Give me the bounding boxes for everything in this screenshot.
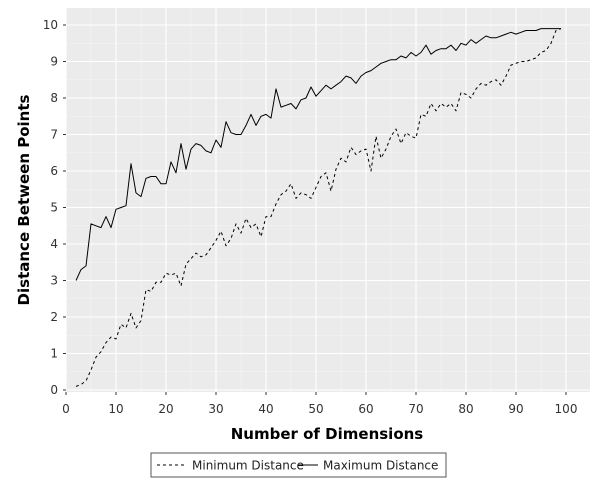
y-axis-ticks: 0 1 2 3 4 5 6 7 8 9 10 (43, 18, 66, 397)
y-tick-label: 9 (50, 55, 58, 69)
series-line-minimum-distance (75, 28, 562, 387)
y-tick-label: 6 (50, 164, 58, 178)
y-tick-label: 2 (50, 310, 58, 324)
y-tick-label: 4 (50, 237, 58, 251)
x-tick-label: 50 (308, 402, 323, 416)
x-tick-label: 60 (358, 402, 373, 416)
major-gridlines (65, 8, 590, 392)
x-tick-label: 0 (62, 402, 70, 416)
x-tick-label: 80 (458, 402, 473, 416)
legend-label-minimum-distance: Minimum Distance (192, 459, 304, 473)
y-tick-label: 3 (50, 274, 58, 288)
y-tick-label: 0 (50, 383, 58, 397)
legend-label-maximum-distance: Maximum Distance (323, 459, 438, 473)
x-tick-label: 100 (555, 402, 578, 416)
y-tick-label: 7 (50, 128, 58, 142)
x-tick-label: 70 (408, 402, 423, 416)
legend-box (150, 452, 447, 478)
y-tick-label: 8 (50, 91, 58, 105)
y-tick-label: 5 (50, 201, 58, 215)
legend: Minimum Distance Maximum Distance (150, 452, 447, 478)
y-axis-title: Distance Between Points (15, 94, 33, 305)
x-axis-title: Number of Dimensions (231, 425, 424, 443)
x-tick-label: 20 (158, 402, 173, 416)
plot-panel (66, 8, 590, 392)
series-line-maximum-distance (75, 28, 561, 281)
y-tick-label: 10 (43, 18, 58, 32)
series-lines (75, 28, 562, 387)
y-tick-label: 1 (50, 347, 58, 361)
x-tick-label: 40 (258, 402, 273, 416)
x-tick-label: 10 (108, 402, 123, 416)
x-axis-ticks: 0 10 20 30 40 50 60 70 80 90 100 (62, 392, 577, 416)
x-tick-label: 90 (508, 402, 523, 416)
x-tick-label: 30 (208, 402, 223, 416)
minor-gridlines (66, 8, 590, 392)
